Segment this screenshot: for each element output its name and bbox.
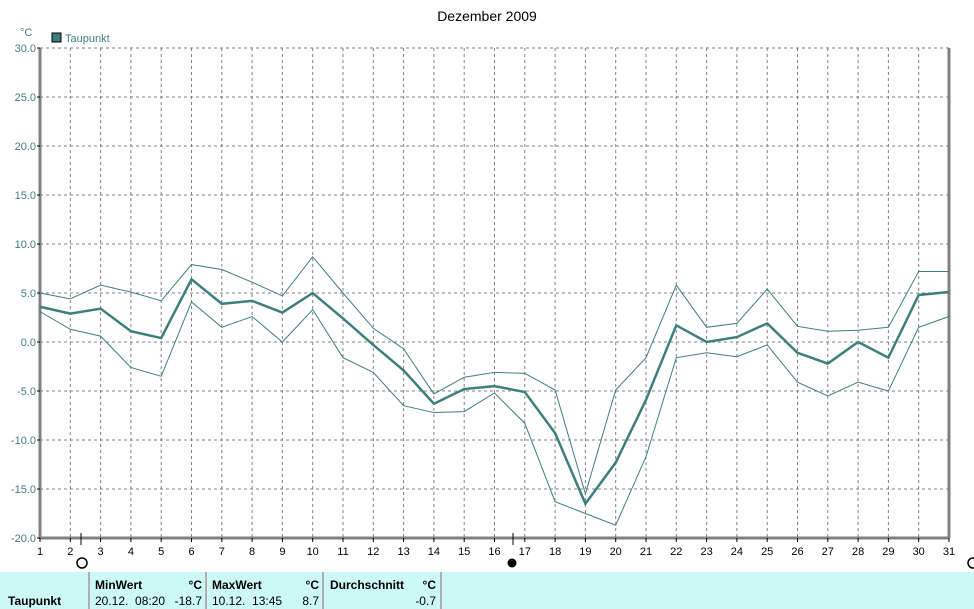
y-tick-label: 20.0 <box>15 141 36 153</box>
min-time: 20.12. 08:20 <box>95 594 166 608</box>
x-tick-label: 25 <box>761 546 773 558</box>
max-value: 8.7 <box>302 594 319 608</box>
min-header: MinWert <box>95 578 143 592</box>
y-tick-label: -15.0 <box>11 484 36 496</box>
x-tick-label: 14 <box>428 546 440 558</box>
x-tick-label: 12 <box>367 546 379 558</box>
avg-unit: °C <box>422 578 436 592</box>
x-tick-label: 6 <box>188 546 194 558</box>
x-tick-label: 3 <box>98 546 104 558</box>
y-tick-label: 10.0 <box>15 239 36 251</box>
series-line-min <box>39 300 950 526</box>
x-tick-label: 28 <box>852 546 864 558</box>
y-tick-label: 15.0 <box>15 190 36 202</box>
max-cell: MaxWert °C 10.12. 13:45 8.7 <box>205 572 321 609</box>
x-tick-label: 20 <box>610 546 622 558</box>
x-tick-label: 1 <box>37 546 43 558</box>
max-header: MaxWert <box>212 578 262 592</box>
cursor-handle-left[interactable] <box>76 557 88 569</box>
x-tick-label: 2 <box>67 546 73 558</box>
avg-header: Durchschnitt <box>330 578 405 592</box>
chart-title: Dezember 2009 <box>437 8 537 24</box>
max-unit: °C <box>305 578 319 592</box>
x-tick-label: 30 <box>913 546 925 558</box>
avg-value: -0.7 <box>415 594 436 608</box>
x-tick-label: 15 <box>458 546 470 558</box>
x-tick-label: 8 <box>249 546 255 558</box>
min-cell: MinWert °C 20.12. 08:20 -18.7 <box>88 572 204 609</box>
x-tick-label: 5 <box>158 546 164 558</box>
x-tick-label: 18 <box>549 546 561 558</box>
x-tick-label: 16 <box>488 546 500 558</box>
x-tick-label: 11 <box>337 546 348 558</box>
x-tick-label: 17 <box>519 546 531 558</box>
min-unit: °C <box>188 578 202 592</box>
y-tick-label: 0.0 <box>21 337 36 349</box>
y-tick-label: -10.0 <box>11 435 36 447</box>
x-tick-label: 31 <box>943 546 955 558</box>
x-tick-label: 10 <box>307 546 319 558</box>
x-tick-label: 19 <box>579 546 591 558</box>
series-line-max <box>39 255 949 496</box>
row-label: Taupunkt <box>8 594 62 608</box>
legend-label[interactable]: Taupunkt <box>65 33 110 45</box>
legend-swatch <box>51 32 62 43</box>
y-axis-unit: °C <box>20 27 32 39</box>
x-tick-label: 29 <box>882 546 894 558</box>
x-tick-label: 7 <box>219 546 225 558</box>
x-tick-label: 13 <box>397 546 409 558</box>
avg-cell: Durchschnitt °C -0.7 <box>322 572 442 609</box>
x-tick-label: 26 <box>791 546 803 558</box>
cursor-handle-right[interactable] <box>967 557 974 569</box>
x-tick-label: 24 <box>731 546 743 558</box>
cursor-handle-center[interactable] <box>507 558 517 568</box>
y-tick-label: 30.0 <box>15 43 36 55</box>
series-line-avg <box>39 277 950 507</box>
dewpoint-chart: Dezember 2009 °C Taupunkt 30.025.020.015… <box>11 8 974 569</box>
max-time: 10.12. 13:45 <box>212 594 283 608</box>
x-tick-label: 21 <box>640 546 652 558</box>
x-tick-label: 27 <box>822 546 834 558</box>
x-tick-label: 23 <box>700 546 712 558</box>
x-tick-label: 9 <box>279 546 285 558</box>
statistics-table: Taupunkt MinWert °C 20.12. 08:20 -18.7 M… <box>0 572 974 609</box>
y-tick-label: 25.0 <box>15 92 36 104</box>
x-tick-label: 22 <box>670 546 682 558</box>
y-tick-label: -5.0 <box>17 386 36 398</box>
min-value: -18.7 <box>174 594 202 608</box>
x-tick-label: 4 <box>128 546 134 558</box>
y-tick-label: -20.0 <box>11 533 36 545</box>
y-tick-label: 5.0 <box>21 288 36 300</box>
